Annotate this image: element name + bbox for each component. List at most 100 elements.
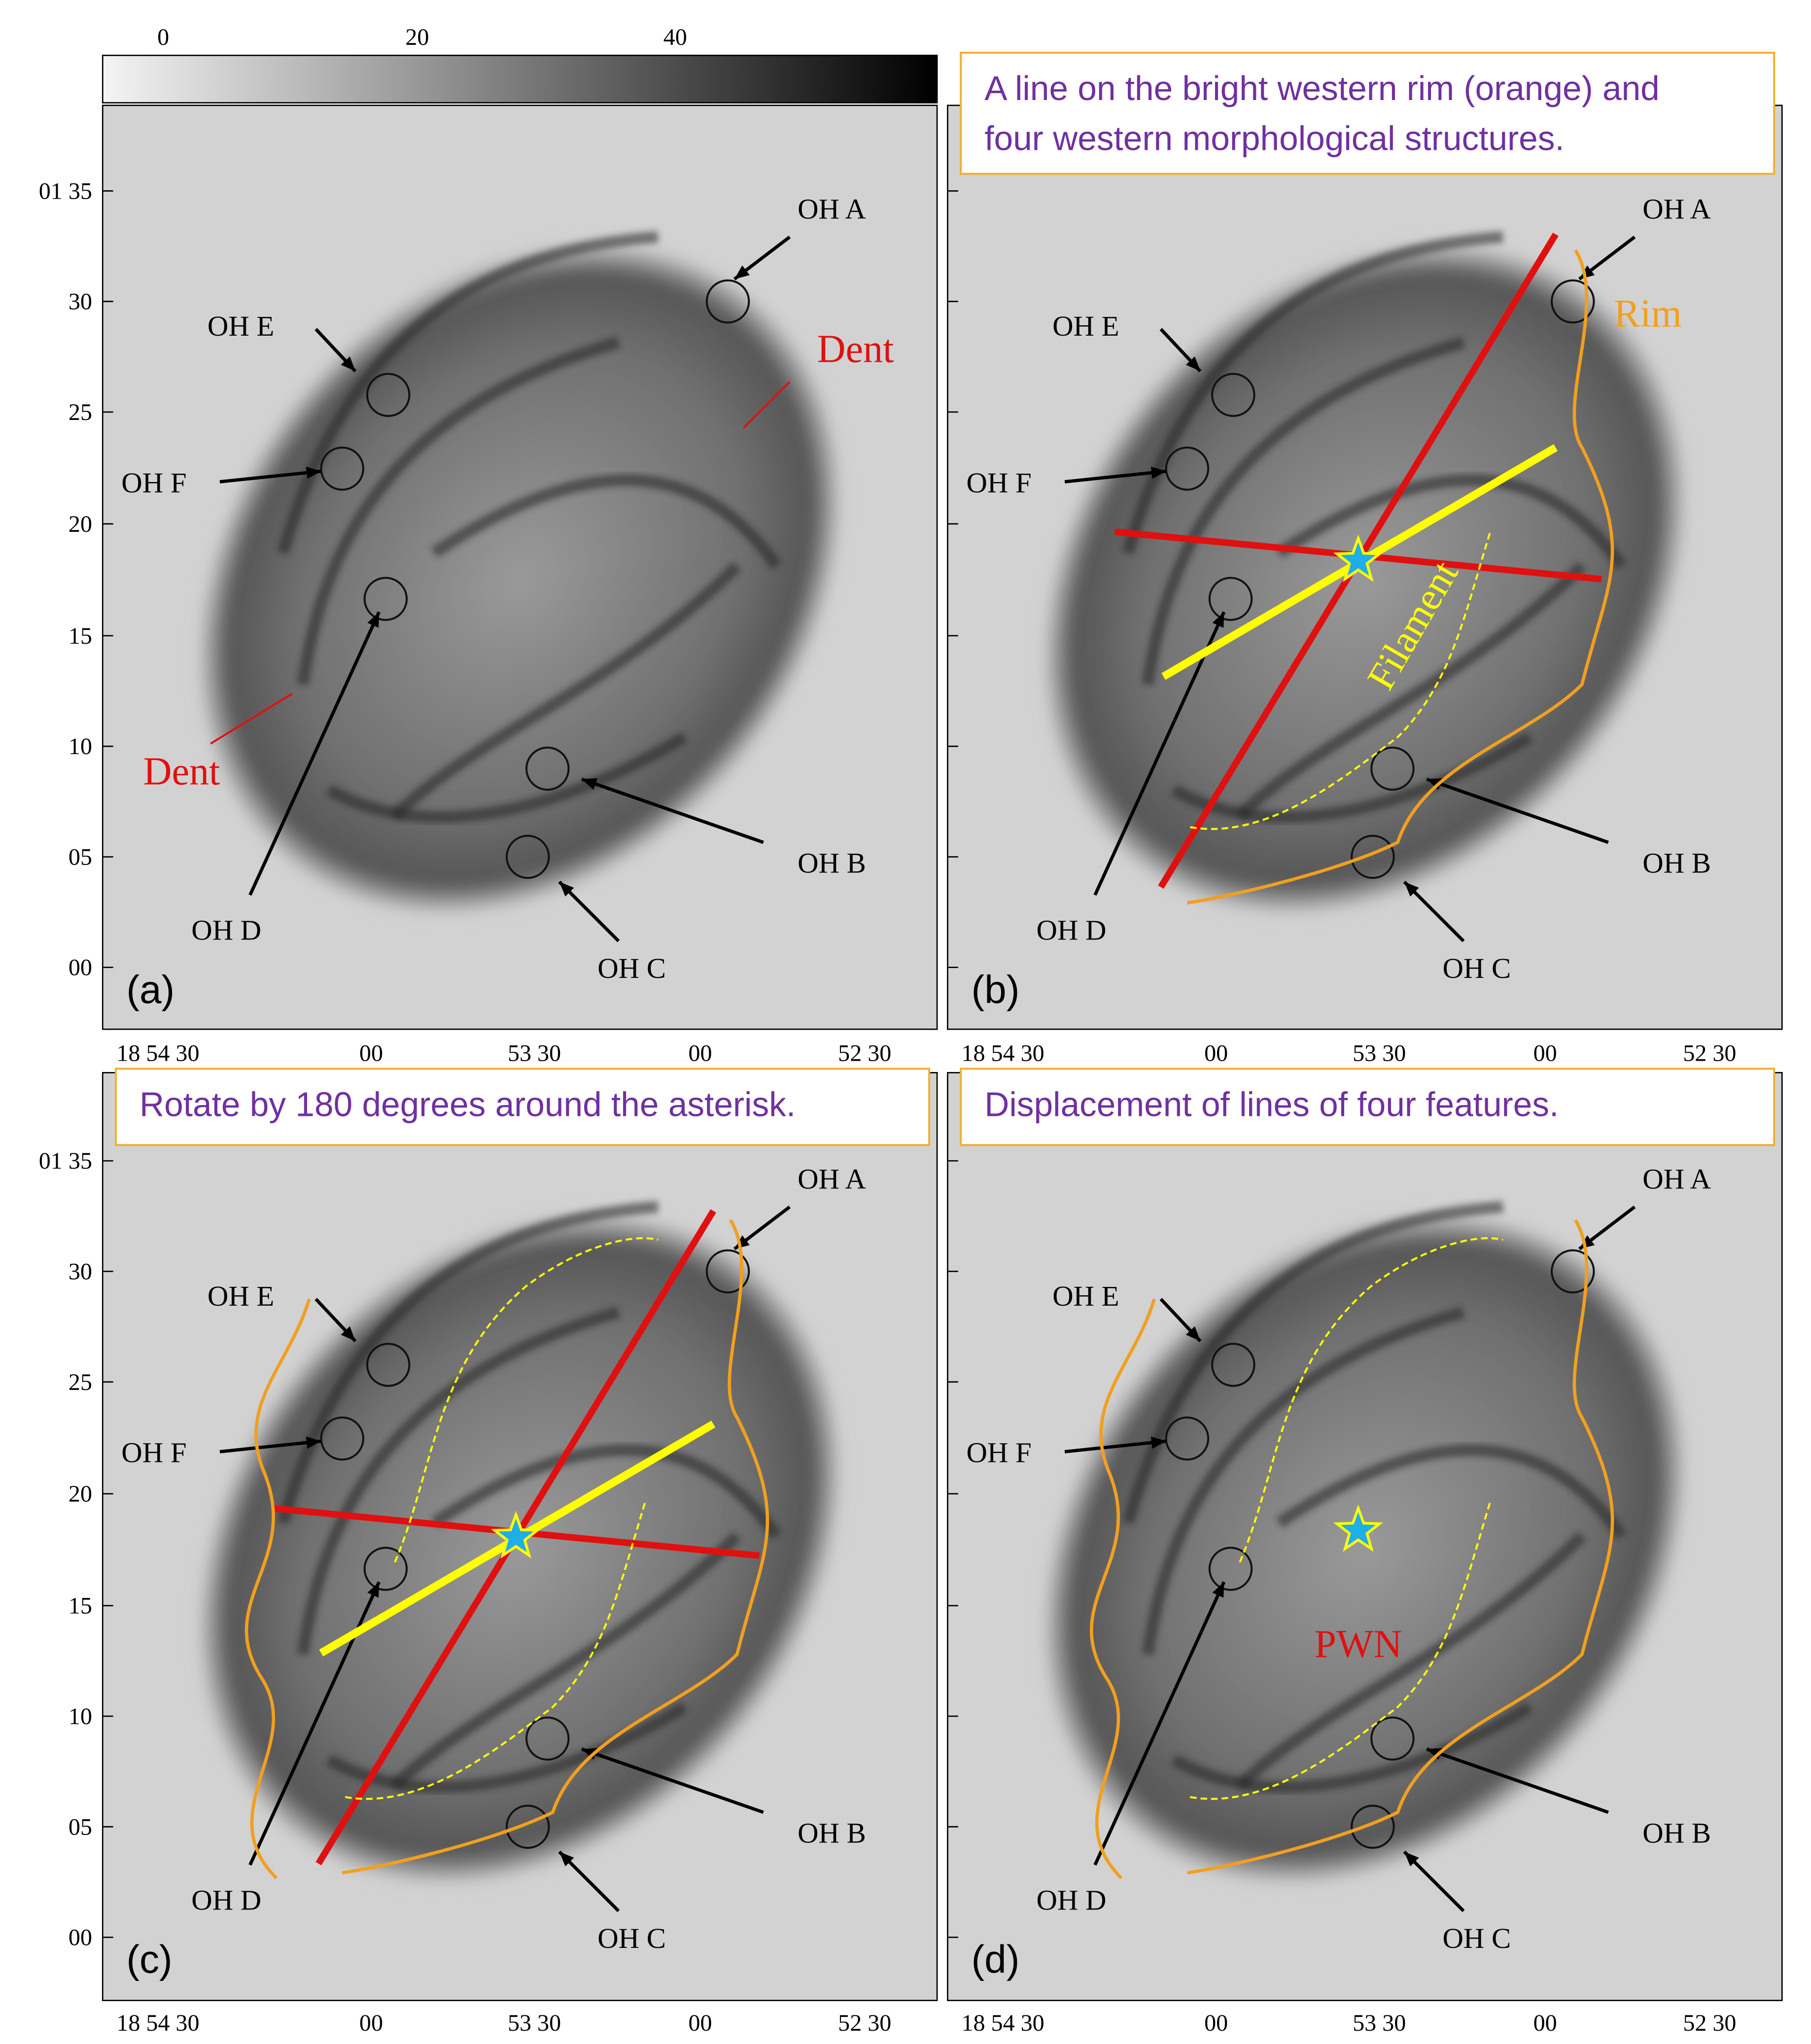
x-tick-label: 18 54 30 [116,1040,199,1066]
oh-circle [1211,1343,1255,1387]
oh-circle [1208,577,1253,621]
filament [297,336,621,686]
annotation: Dent [143,750,220,794]
x-tick-label: 00 [1533,1040,1557,1066]
x-tick-label: 00 [1204,2010,1228,2036]
x-tick-label: 53 30 [1353,1040,1406,1066]
x-tick-label: 18 54 30 [961,2010,1044,2036]
oh-label: OH C [597,952,666,984]
oh-circle [705,279,750,324]
colorbar-tick-label: 0 [157,24,169,50]
oh-arrow [219,469,321,484]
x-tick-label: 53 30 [508,2010,561,2036]
oh-label: OH D [1036,1884,1106,1916]
oh-label: OH D [191,1884,261,1916]
oh-arrow [581,1747,764,1814]
x-tick-label: 00 [359,2010,383,2036]
filament [390,561,741,821]
oh-circle [1351,1804,1395,1849]
x-tick-label: 52 30 [838,1040,891,1066]
x-tick-label: 18 54 30 [961,1040,1044,1066]
oh-label: OH A [1642,193,1711,225]
oh-label: OH F [966,1437,1031,1469]
y-tick-label: 20 [69,511,92,537]
filament [277,231,659,554]
annotation: Rim [1614,292,1682,335]
caption-box [960,1068,1776,1146]
oh-label: OH F [121,1437,186,1469]
oh-circle [366,373,411,417]
oh-circle [1351,834,1395,879]
oh-circle [1370,1716,1415,1761]
x-tick-label: 53 30 [1353,2010,1406,2036]
oh-label: OH D [191,914,261,946]
oh-arrow [581,777,764,844]
oh-label: OH E [1052,310,1119,342]
filament-line [1239,1237,1503,1563]
oh-circle [505,834,550,879]
filament [1122,231,1504,554]
oh-arrowhead [1212,612,1224,628]
caption-text: Rotate by 180 degrees around the asteris… [139,1085,796,1123]
oh-label: OH D [1036,914,1106,946]
panel: OH A OH B OH C OH D OH E OH F 01 35 30 25 20 15 10 0… [39,1068,938,2036]
oh-arrowhead [367,612,379,628]
oh-circle [525,746,570,791]
oh-arrowhead [559,882,574,897]
panel-label: (d) [972,1937,1020,1981]
y-tick-label: 30 [69,289,92,315]
x-tick-label: 00 [359,1040,383,1066]
oh-arrowhead [1151,466,1166,479]
rim-line [244,1298,311,1879]
oh-arrowhead [734,265,750,279]
y-tick-label: 30 [69,1258,92,1284]
dent-arrow [210,693,293,745]
oh-arrow [248,611,381,896]
y-tick-label: 05 [69,844,92,870]
caption-text: four western morphological structures. [984,119,1565,158]
oh-circle [1370,746,1415,791]
y-tick-label: 01 35 [39,1148,92,1174]
oh-arrowhead [367,1582,379,1598]
oh-label: OH A [798,193,866,225]
filament [1235,561,1586,821]
oh-arrowhead [1404,882,1419,897]
filament-line [1187,532,1491,830]
oh-label: OH C [1442,952,1511,984]
oh-arrowhead [1427,778,1443,790]
oh-arrow [1093,1581,1226,1866]
rim-line [1089,1298,1156,1879]
caption-box [114,1068,931,1146]
oh-label: OH F [966,467,1031,499]
oh-circle [363,1547,408,1591]
filament [431,474,782,570]
y-tick-label: 15 [69,1593,92,1619]
oh-label: OH C [1442,1922,1511,1954]
x-tick-label: 18 54 30 [116,2010,199,2036]
panel: OH A OH B OH C OH D OH E OH F 18 54 30 00 53 30 0… [947,51,1783,1066]
y-tick-label: 00 [69,955,92,981]
oh-arrow [1064,469,1167,484]
x-tick-label: 53 30 [508,1040,561,1066]
filament-line [394,1237,659,1563]
panel: OH A OH B OH C OH D OH E OH F 18 54 30 00 53 30 0… [947,1068,1783,2036]
oh-arrowhead [559,1851,574,1867]
oh-circle [1208,1547,1253,1591]
oh-label: OH B [1642,847,1711,879]
oh-label: OH E [208,310,274,342]
annotation: PWN [1315,1623,1402,1666]
asterisk [1333,1504,1384,1552]
oh-circle [320,1416,364,1461]
annotation: Dent [817,327,894,371]
oh-arrow [1426,777,1609,844]
filament [1235,1531,1586,1790]
oh-arrowhead [1185,1326,1201,1341]
filament [1276,474,1627,570]
filament [1171,1701,1532,1793]
x-tick-label: 00 [688,1040,712,1066]
oh-arrowhead [582,1748,598,1760]
rim-line [1186,1219,1614,1874]
oh-arrowhead [341,356,355,372]
